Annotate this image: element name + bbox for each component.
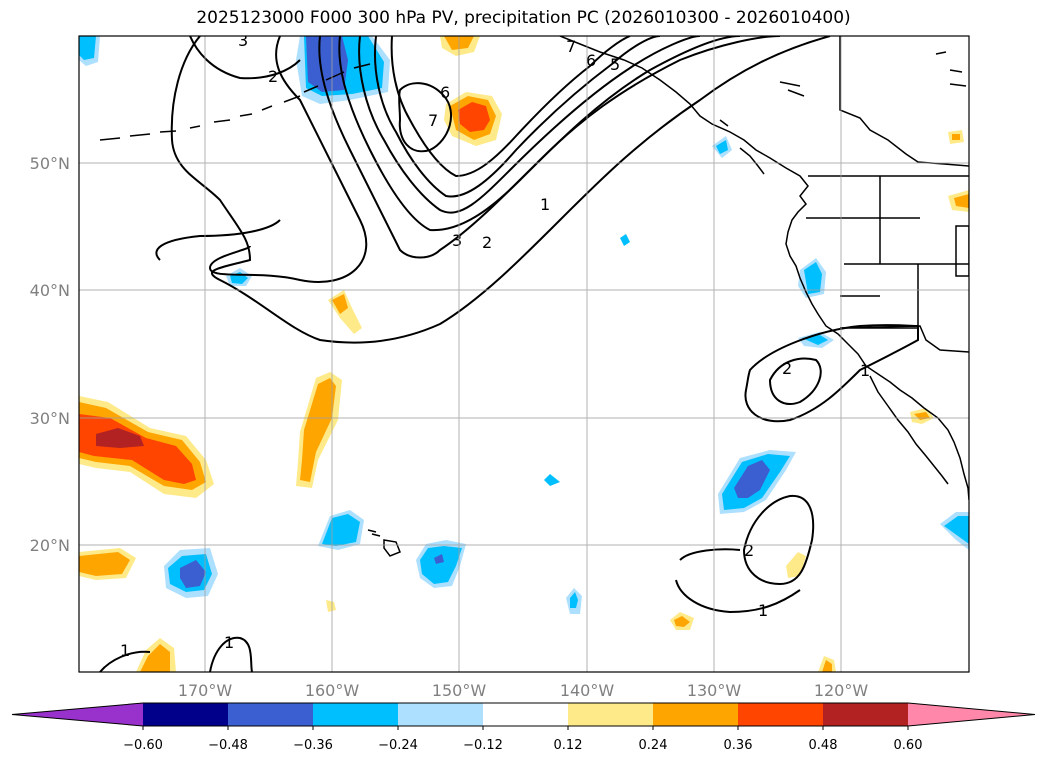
colorbar-tick-label: −0.24 bbox=[378, 738, 418, 753]
colorbar-bin bbox=[398, 703, 483, 726]
contour-label: 5 bbox=[610, 55, 620, 74]
colorbar-tick-label: 0.48 bbox=[809, 738, 838, 753]
colorbar-tick-label: −0.12 bbox=[463, 738, 503, 753]
contour-label: 1 bbox=[860, 361, 870, 380]
colorbar: −0.60 −0.48 −0.36 −0.24 −0.12 0.12 0.24 0.36 0.4… bbox=[11, 702, 1036, 753]
colorbar-bin bbox=[738, 703, 823, 726]
lon-label-160w: 160°W bbox=[305, 681, 360, 700]
lon-label-140w: 140°W bbox=[560, 681, 615, 700]
lon-label-120w: 120°W bbox=[814, 681, 869, 700]
contour-label: 1 bbox=[540, 195, 550, 214]
colorbar-bin bbox=[143, 703, 228, 726]
contour-label: 7 bbox=[428, 111, 438, 130]
colorbar-bin bbox=[568, 703, 653, 726]
lat-label-40n: 40°N bbox=[30, 281, 70, 300]
colorbar-tick-label: −0.60 bbox=[123, 738, 163, 753]
colorbar-tick-label: 0.36 bbox=[724, 738, 753, 753]
contour-label: 3 bbox=[238, 31, 248, 50]
lon-label-130w: 130°W bbox=[687, 681, 742, 700]
pv-contours bbox=[99, 36, 919, 672]
colorbar-tick-label: 0.12 bbox=[554, 738, 583, 753]
contour-label: 1 bbox=[758, 601, 768, 620]
contour-label: 2 bbox=[782, 359, 792, 378]
contour-label: 2 bbox=[744, 541, 754, 560]
colorbar-bin bbox=[483, 703, 568, 726]
lon-label-170w: 170°W bbox=[178, 681, 233, 700]
lat-label-50n: 50°N bbox=[30, 154, 70, 173]
colorbar-bin bbox=[653, 703, 738, 726]
colorbar-tick-label: 0.60 bbox=[894, 738, 923, 753]
colorbar-extend-low bbox=[12, 703, 143, 726]
colorbar-tick-label: −0.36 bbox=[293, 738, 333, 753]
contour-label: 6 bbox=[586, 51, 596, 70]
contour-label: 2 bbox=[482, 233, 492, 252]
colorbar-bin bbox=[823, 703, 908, 726]
lat-label-20n: 20°N bbox=[30, 536, 70, 555]
contour-label: 6 bbox=[440, 83, 450, 102]
colorbar-tick-label: −0.48 bbox=[208, 738, 248, 753]
contour-label: 1 bbox=[224, 633, 234, 652]
colorbar-bin bbox=[228, 703, 313, 726]
colorbar-bin bbox=[313, 703, 398, 726]
lon-label-150w: 150°W bbox=[432, 681, 487, 700]
colorbar-tick-label: 0.24 bbox=[639, 738, 668, 753]
contour-label: 2 bbox=[268, 67, 278, 86]
map-frame bbox=[78, 35, 970, 673]
colorbar-extend-high bbox=[908, 703, 1035, 726]
contour-labels: 3 2 7 6 5 7 6 3 2 1 2 2 1 1 1 1 bbox=[120, 31, 870, 660]
longitude-labels: 170°W 160°W 150°W 140°W 130°W 120°W bbox=[178, 681, 869, 700]
contour-label: 3 bbox=[452, 231, 462, 250]
map-title: 2025123000 F000 300 hPa PV, precipitatio… bbox=[196, 8, 851, 28]
contour-label: 7 bbox=[566, 37, 576, 56]
lat-label-30n: 30°N bbox=[30, 409, 70, 428]
latitude-labels: 50°N 40°N 30°N 20°N bbox=[30, 154, 70, 555]
gridlines bbox=[79, 36, 969, 672]
contour-label: 1 bbox=[120, 641, 130, 660]
